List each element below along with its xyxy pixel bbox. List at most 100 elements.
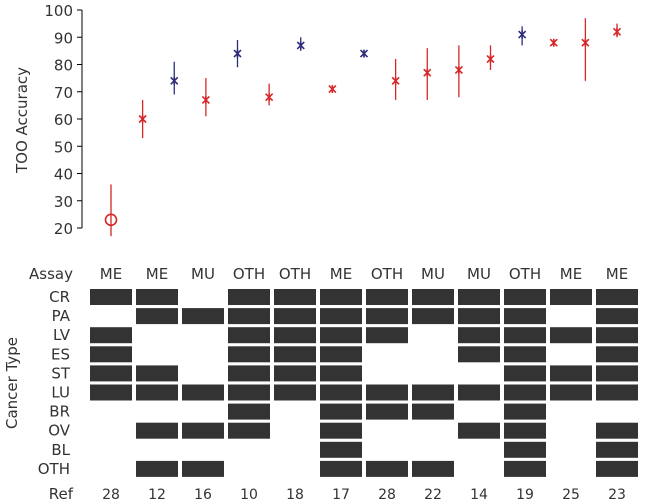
assay-tick-label: MU [467,265,491,283]
row-label: PA [52,307,71,325]
y-tick-label: 40 [54,166,73,184]
point-marker [328,84,337,94]
heatmap-cell [504,384,546,401]
cancer-type-axis-label: Cancer Type [3,337,21,429]
heatmap-cell [458,327,500,344]
point-marker [486,54,495,64]
heatmap-cell [136,422,178,439]
point-marker [296,41,305,50]
assay-tick-label: ME [560,265,582,283]
assay-tick-label: OTH [509,265,541,283]
data-point [518,26,527,46]
data-point [486,45,495,70]
heatmap-cell [274,289,316,305]
heatmap-cell [458,422,500,439]
assay-label: Assay [29,265,73,283]
row-label: OTH [38,460,70,478]
heatmap-cell [320,327,362,344]
point-marker [549,38,558,47]
assay-tick-label: ME [100,265,122,283]
heatmap-cell [228,365,270,382]
ref-tick-label: 23 [608,487,626,503]
heatmap-cell [550,289,592,305]
heatmap-cell [366,384,408,401]
row-label: CR [49,288,70,306]
heatmap-cell [228,346,270,363]
heatmap-cell [412,403,454,420]
heatmap-cell [320,384,362,401]
heatmap-cell [366,403,408,420]
assay-labels: ME ME MU OTH OTH ME OTH MU MU OTH ME ME [100,265,628,283]
heatmap-cell [596,365,638,382]
point-marker [170,76,179,85]
heatmap-cell [550,384,592,401]
heatmap-cell [596,346,638,363]
heatmap-cell [596,289,638,305]
cells [90,289,638,477]
heatmap-cell [504,422,546,439]
heatmap-cell [136,308,178,325]
heatmap-cell [182,460,224,477]
cancer-type-panel: Assay Ref Cancer Type ME ME MU OTH OTH ME OTH M… [3,265,638,503]
point-marker [581,38,590,47]
row-label: BR [49,403,70,421]
heatmap-cell [320,346,362,363]
data-point [359,49,369,58]
heatmap-cell [458,308,500,325]
heatmap-cell [504,460,546,477]
heatmap-cell [504,365,546,382]
assay-tick-label: ME [146,265,168,283]
assay-tick-label: ME [606,265,628,283]
heatmap-cell [320,365,362,382]
data-point [423,48,432,100]
ref-label: Ref [49,485,74,503]
heatmap-cell [320,422,362,439]
heatmap-cell [182,422,224,439]
heatmap-cell [412,384,454,401]
assay-tick-label: OTH [233,265,265,283]
heatmap-cell [182,384,224,401]
ref-tick-label: 18 [286,487,304,503]
heatmap-cell [366,308,408,325]
y-axis-label: TOO Accuracy [13,67,31,174]
y-tick-label: 60 [54,111,73,129]
heatmap-cell [596,384,638,401]
assay-tick-label: MU [421,265,445,283]
assay-tick-label: OTH [371,265,403,283]
points [104,18,622,237]
row-label: ES [51,345,70,363]
point-marker [104,213,118,227]
heatmap-cell [90,289,132,305]
point-marker [454,65,463,75]
heatmap-cell [504,308,546,325]
accuracy-panel: 20 30 40 50 60 70 80 90 100 TOO Accuracy [13,2,622,238]
point-marker [391,76,400,85]
heatmap-cell [504,289,546,305]
data-point [138,99,147,139]
row-label: BL [51,441,70,459]
ref-tick-label: 16 [194,487,212,503]
heatmap-cell [596,327,638,344]
ref-tick-label: 17 [332,487,350,503]
y-tick-label: 50 [54,138,73,156]
heatmap-cell [458,289,500,305]
heatmap-cell [136,460,178,477]
ref-tick-label: 10 [240,487,258,503]
heatmap-cell [550,365,592,382]
ref-tick-label: 12 [148,487,166,503]
heatmap-cell [366,327,408,344]
heatmap-cell [320,403,362,420]
point-marker [612,27,622,36]
data-point [265,83,274,106]
y-tick-label: 20 [54,220,73,238]
row-label: OV [48,422,71,440]
heatmap-cell [228,422,270,439]
assay-tick-label: MU [191,265,215,283]
heatmap-cell [458,384,500,401]
heatmap-cell [274,308,316,325]
data-point [328,84,337,94]
data-point [581,18,590,81]
row-label: ST [51,364,71,382]
heatmap-cell [504,441,546,458]
